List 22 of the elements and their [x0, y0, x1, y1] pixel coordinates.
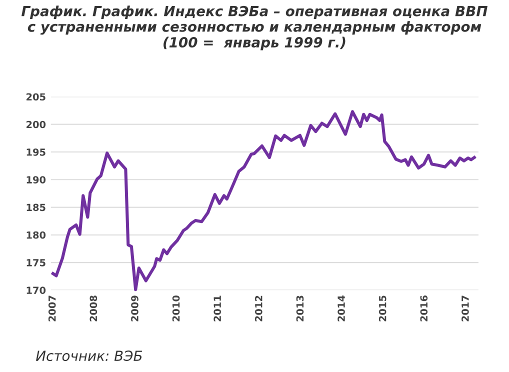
chart-title: График. График. Индекс ВЭБа – оперативная оценка ВВП с устраненными сезонностью и календарным фактором (100 = январь 1999 г.)	[22, 6, 488, 50]
x-tick-label: 2010	[172, 295, 180, 322]
line-series	[51, 110, 476, 292]
x-tick-label: 2014	[338, 295, 345, 322]
y-tick-label: 185	[26, 204, 46, 212]
x-tick-label: 2015	[378, 296, 386, 322]
y-tick-label: 200	[26, 120, 46, 128]
x-tick-label: 2016	[420, 296, 428, 322]
x-tick-label: 2007	[48, 296, 56, 322]
y-tick-label: 205	[26, 93, 46, 101]
x-tick-label: 2008	[90, 296, 98, 322]
y-tick-label: 195	[26, 148, 46, 156]
x-tick-label: 2017	[462, 296, 469, 322]
y-tick-label: 180	[26, 231, 46, 239]
x-tick-label: 2009	[131, 296, 138, 322]
y-tick-label: 175	[26, 259, 46, 266]
y-tick-label: 170	[26, 286, 46, 294]
x-tick-label: 2013	[296, 296, 304, 322]
text: Источник: ВЭБ	[36, 350, 142, 362]
x-tick-label: 2012	[254, 296, 262, 322]
x-tick-label: 2011	[214, 296, 222, 322]
y-tick-label: 190	[26, 176, 46, 184]
